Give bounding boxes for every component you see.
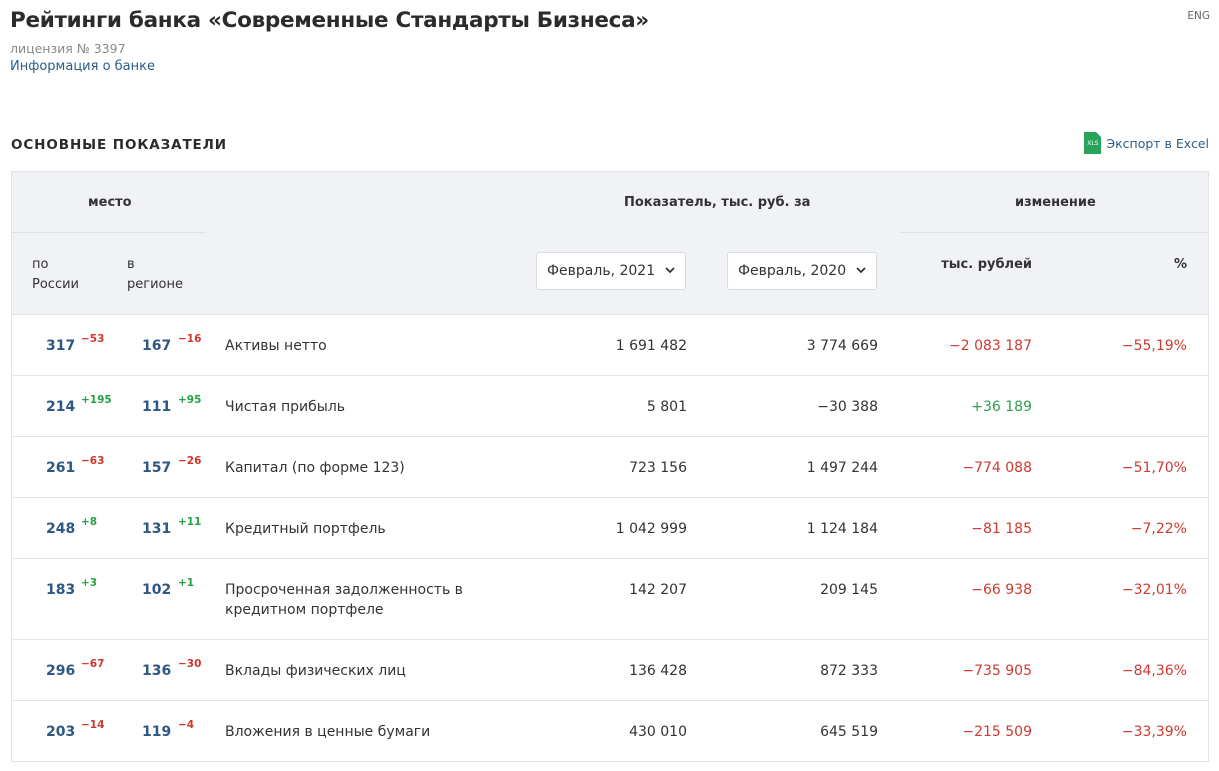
indicator-name: Активы нетто xyxy=(225,338,327,354)
rank-region: 119 xyxy=(142,724,172,740)
rank-russia: 214 xyxy=(46,399,76,415)
bank-info-link[interactable]: Информация о банке xyxy=(10,59,155,74)
section-title: ОСНОВНЫЕ ПОКАЗАТЕЛИ xyxy=(11,137,227,153)
rank-russia-delta: −63 xyxy=(81,455,105,467)
header-thousand-rub: тыс. рублей xyxy=(941,257,1032,272)
rank-region-delta: −4 xyxy=(178,719,195,731)
rank-region: 157 xyxy=(142,460,172,476)
table-row: 203 −14 119 −4 Вложения в ценные бумаги … xyxy=(12,701,1208,761)
indicators-table: место Показатель, тыс. руб. за изменение… xyxy=(11,171,1209,762)
value-period1: 1 691 482 xyxy=(615,338,687,354)
indicator-name: Просроченная задолженность в кредитном п… xyxy=(225,582,463,618)
value-period2: 1 124 184 xyxy=(806,521,878,537)
header-divider-place xyxy=(12,232,206,233)
rank-region-delta: +95 xyxy=(178,394,202,406)
rank-russia: 203 xyxy=(46,724,76,740)
change-absolute: −2 083 187 xyxy=(949,338,1032,354)
value-period2: −30 388 xyxy=(817,399,878,415)
change-percent: −51,70% xyxy=(1121,460,1187,476)
header-russia: по России xyxy=(32,257,79,292)
change-percent: −55,19% xyxy=(1121,338,1187,354)
value-period2: 872 333 xyxy=(820,663,878,679)
value-period2: 1 497 244 xyxy=(806,460,878,476)
change-absolute: −774 088 xyxy=(962,460,1032,476)
indicator-name: Чистая прибыль xyxy=(225,399,346,415)
license-number: лицензия № 3397 xyxy=(10,41,126,56)
rank-region: 167 xyxy=(142,338,172,354)
header-percent: % xyxy=(1173,257,1187,272)
change-percent: −33,39% xyxy=(1121,724,1187,740)
rank-region-delta: −26 xyxy=(178,455,202,467)
export-excel-label: Экспорт в Excel xyxy=(1106,135,1209,151)
indicator-name: Вклады физических лиц xyxy=(225,663,406,679)
table-row: 248 +8 131 +11 Кредитный портфель 1 042 … xyxy=(12,498,1208,559)
rank-region-delta: +11 xyxy=(178,516,202,528)
rank-russia-delta: −53 xyxy=(81,333,105,345)
rank-russia-delta: +3 xyxy=(81,577,98,589)
rank-region-delta: +1 xyxy=(178,577,195,589)
table-row: 183 +3 102 +1 Просроченная задолженность… xyxy=(12,559,1208,640)
change-percent: −32,01% xyxy=(1121,582,1187,598)
rank-russia-delta: +8 xyxy=(81,516,98,528)
change-absolute: −66 938 xyxy=(971,582,1032,598)
value-period1: 136 428 xyxy=(629,663,687,679)
indicator-name: Капитал (по форме 123) xyxy=(225,460,405,476)
value-period2: 209 145 xyxy=(820,582,878,598)
value-period2: 645 519 xyxy=(820,724,878,740)
excel-file-icon: XLS xyxy=(1084,132,1102,154)
value-period1: 723 156 xyxy=(629,460,687,476)
rank-region-delta: −16 xyxy=(178,333,202,345)
header-indicator: Показатель, тыс. руб. за xyxy=(624,195,811,210)
value-period1: 142 207 xyxy=(629,582,687,598)
period1-value: Февраль, 2021 xyxy=(547,263,656,279)
rank-russia-delta: −67 xyxy=(81,658,105,670)
table-row: 317 −53 167 −16 Активы нетто 1 691 482 3… xyxy=(12,315,1208,376)
rank-russia: 261 xyxy=(46,460,76,476)
period2-value: Февраль, 2020 xyxy=(738,263,847,279)
change-percent: −7,22% xyxy=(1130,521,1187,537)
page-title: Рейтинги банка «Современные Стандарты Би… xyxy=(10,8,649,33)
rank-region-delta: −30 xyxy=(178,658,202,670)
rank-region: 136 xyxy=(142,663,172,679)
export-excel-link[interactable]: XLS Экспорт в Excel xyxy=(1084,132,1209,154)
change-absolute: +36 189 xyxy=(971,399,1032,415)
chevron-down-icon xyxy=(856,267,866,274)
table-header: место Показатель, тыс. руб. за изменение… xyxy=(12,172,1209,315)
rank-russia: 296 xyxy=(46,663,76,679)
change-absolute: −215 509 xyxy=(962,724,1032,740)
period2-select[interactable]: Февраль, 2020 xyxy=(727,252,877,290)
change-percent: −84,36% xyxy=(1121,663,1187,679)
rank-region: 111 xyxy=(142,399,172,415)
header-change: изменение xyxy=(1015,195,1096,210)
value-period1: 1 042 999 xyxy=(615,521,687,537)
period1-select[interactable]: Февраль, 2021 xyxy=(536,252,686,290)
indicator-name: Вложения в ценные бумаги xyxy=(225,724,431,740)
rank-russia-delta: −14 xyxy=(81,719,105,731)
value-period1: 5 801 xyxy=(646,399,687,415)
rank-region: 131 xyxy=(142,521,172,537)
indicator-name: Кредитный портфель xyxy=(225,521,386,537)
language-switch-link[interactable]: ENG xyxy=(1187,10,1210,22)
table-row: 296 −67 136 −30 Вклады физических лиц 13… xyxy=(12,640,1208,701)
header-region: в регионе xyxy=(127,257,183,292)
rank-russia: 317 xyxy=(46,338,76,354)
header-place: место xyxy=(88,195,132,210)
header-divider-change xyxy=(899,232,1209,233)
value-period2: 3 774 669 xyxy=(806,338,878,354)
table-row: 261 −63 157 −26 Капитал (по форме 123) 7… xyxy=(12,437,1208,498)
rank-russia: 183 xyxy=(46,582,76,598)
rank-russia: 248 xyxy=(46,521,76,537)
value-period1: 430 010 xyxy=(629,724,687,740)
change-absolute: −735 905 xyxy=(962,663,1032,679)
chevron-down-icon xyxy=(665,267,675,274)
table-row: 214 +195 111 +95 Чистая прибыль 5 801 −3… xyxy=(12,376,1208,437)
rank-russia-delta: +195 xyxy=(81,394,112,406)
rank-region: 102 xyxy=(142,582,172,598)
change-absolute: −81 185 xyxy=(971,521,1032,537)
